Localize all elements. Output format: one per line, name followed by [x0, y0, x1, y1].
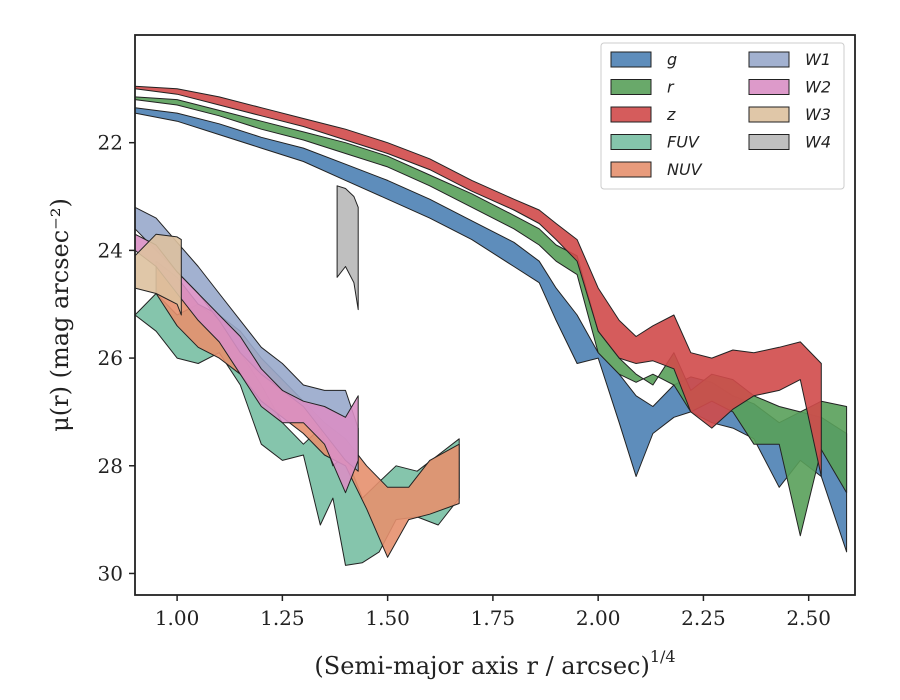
legend-label-w4: W4	[805, 133, 831, 152]
legend-swatch-g	[610, 51, 652, 68]
legend-swatch-w1	[748, 51, 790, 68]
legend-swatch-w2	[748, 79, 790, 95]
legend-swatch-w4	[748, 134, 790, 150]
y-tick-label: 26	[98, 346, 123, 370]
y-tick-label: 24	[98, 238, 123, 262]
series-band-g	[134, 107, 848, 553]
series-band-w4	[336, 185, 359, 311]
legend-label-g: g	[667, 50, 677, 69]
x-tick-label: 1.25	[260, 606, 305, 630]
plot-frame	[134, 34, 856, 596]
y-axis-title: μ(r) (mag arcsec⁻²)	[46, 198, 74, 432]
legend-swatch-z	[610, 106, 652, 123]
y-axis: 22 24 26 28 30	[98, 131, 135, 585]
series-layer	[134, 85, 848, 566]
legend: grz FUV NUV W1 W2 W3 W4	[600, 42, 845, 190]
legend-label-nuv: NUV	[667, 160, 703, 179]
series-band-r	[134, 96, 848, 537]
x-axis-title: (Semi-major axis r / arcsec)1/4	[314, 647, 675, 680]
x-axis: 1.00 1.25 1.50 1.75 2.00 2.25 2.50	[155, 595, 831, 630]
x-axis-title-exponent: 1/4	[650, 647, 676, 666]
series-band-w2	[134, 233, 359, 494]
legend-label-w3: W3	[805, 105, 831, 124]
legend-label-w2: W2	[805, 78, 831, 97]
x-tick-label: 2.25	[681, 606, 726, 630]
x-tick-label: 1.50	[365, 606, 410, 630]
series-band-z	[134, 85, 822, 477]
legend-swatch-fuv	[610, 134, 652, 150]
legend-label-fuv: FUV	[667, 133, 700, 152]
legend-swatch-nuv	[610, 161, 652, 178]
x-tick-label: 2.00	[576, 606, 621, 630]
legend-label-z: z	[666, 105, 676, 124]
x-tick-label: 2.50	[786, 606, 831, 630]
y-tick-label: 28	[98, 454, 123, 478]
legend-swatch-w3	[748, 106, 790, 123]
x-axis-title-main: (Semi-major axis r / arcsec)	[314, 652, 649, 680]
legend-label-w1: W1	[805, 50, 831, 69]
series-band-w3	[134, 233, 182, 316]
x-tick-label: 1.00	[155, 606, 200, 630]
legend-swatch-r	[610, 79, 652, 95]
series-band-fuv	[134, 293, 460, 566]
y-tick-label: 30	[98, 561, 123, 585]
legend-label-r: r	[667, 78, 675, 97]
x-tick-label: 1.75	[471, 606, 516, 630]
y-tick-label: 22	[98, 131, 123, 155]
